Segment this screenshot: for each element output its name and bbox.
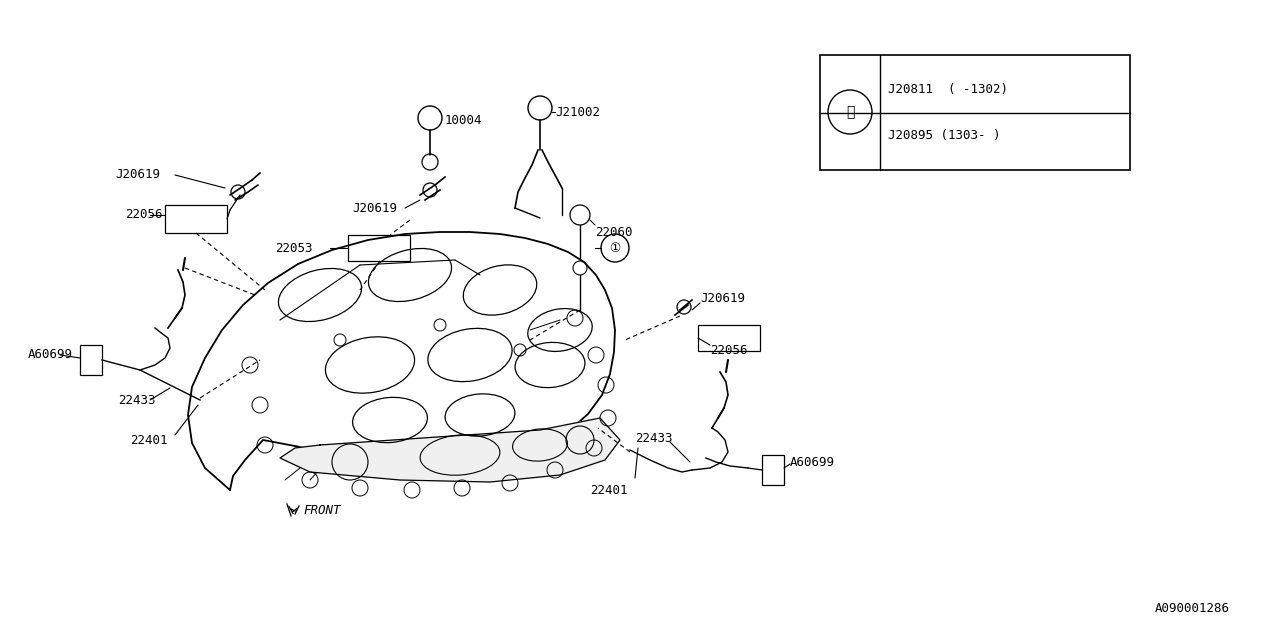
- Text: 22401: 22401: [590, 483, 627, 497]
- Polygon shape: [188, 232, 614, 490]
- Text: J20619: J20619: [700, 291, 745, 305]
- Text: 22433: 22433: [635, 431, 672, 445]
- Text: J20811  ( -1302): J20811 ( -1302): [888, 83, 1009, 97]
- Text: FRONT: FRONT: [303, 504, 340, 516]
- Bar: [762, 455, 783, 485]
- Bar: [820, 55, 1130, 170]
- Polygon shape: [280, 418, 620, 482]
- Text: 22056: 22056: [125, 209, 163, 221]
- Bar: [79, 345, 102, 375]
- Text: J21002: J21002: [556, 106, 600, 118]
- Text: 10004: 10004: [445, 113, 483, 127]
- Text: ①: ①: [846, 105, 854, 119]
- Text: J20619: J20619: [352, 202, 397, 214]
- Text: A60699: A60699: [790, 456, 835, 468]
- Bar: [165, 205, 227, 233]
- Text: 22053: 22053: [275, 241, 312, 255]
- Text: A60699: A60699: [28, 349, 73, 362]
- Bar: [348, 235, 410, 261]
- Text: 22433: 22433: [118, 394, 155, 406]
- Text: J20895 (1303- ): J20895 (1303- ): [888, 129, 1001, 141]
- Text: A090001286: A090001286: [1155, 602, 1230, 615]
- Text: 22056: 22056: [710, 344, 748, 356]
- Text: ①: ①: [609, 241, 621, 255]
- Text: 22060: 22060: [595, 225, 632, 239]
- Bar: [698, 325, 760, 351]
- Text: J20619: J20619: [115, 168, 160, 182]
- Text: 22401: 22401: [131, 433, 168, 447]
